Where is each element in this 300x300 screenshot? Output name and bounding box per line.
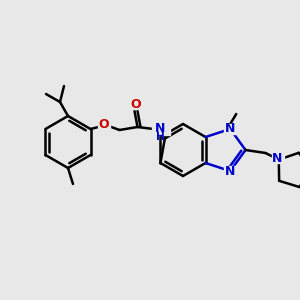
Bar [224,124,236,134]
Text: H: H [156,132,165,142]
Text: O: O [98,118,109,131]
Text: N: N [155,122,166,136]
Bar [224,166,236,176]
Bar [272,153,284,163]
Text: N: N [225,122,236,136]
Text: N: N [272,152,283,164]
Bar [130,99,142,109]
Bar [152,125,169,135]
Bar [98,120,110,130]
Text: O: O [130,98,141,110]
Text: N: N [225,164,236,178]
